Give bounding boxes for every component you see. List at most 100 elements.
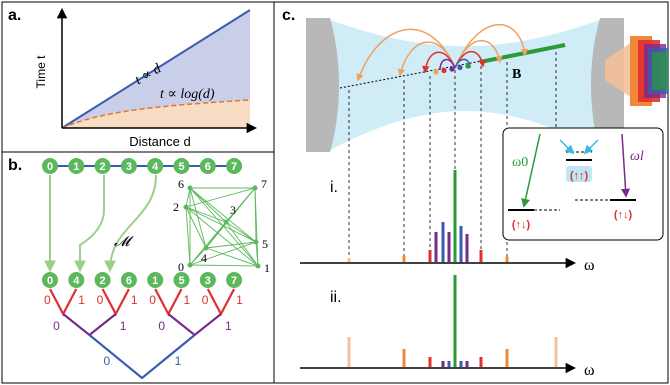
- spectral-line: [479, 250, 483, 262]
- graph-edge: [185, 187, 191, 208]
- graph-edge: [185, 206, 207, 249]
- graph-node-label: 6: [178, 177, 184, 191]
- ion: [449, 66, 455, 72]
- panel-b-label: b.: [8, 157, 22, 174]
- graph-node: [203, 245, 209, 251]
- spectral-line: [428, 357, 432, 367]
- graph-edge: [185, 206, 257, 243]
- bottom-node-label: 3: [205, 275, 211, 287]
- tree-edge-level1: [49, 288, 78, 317]
- spectral-line: [465, 234, 469, 262]
- omega0-arrow: [521, 133, 541, 208]
- graph-node-label: 3: [230, 203, 236, 217]
- graph-edge: [189, 264, 259, 267]
- graph-node: [183, 204, 189, 210]
- top-node-label: 7: [231, 161, 237, 173]
- bottom-node: [68, 272, 85, 288]
- panel-c-label: c.: [282, 7, 295, 24]
- tree-label-level2: 0: [53, 319, 60, 333]
- graph-node: [223, 219, 229, 225]
- ion: [433, 69, 439, 75]
- top-node-label: 4: [152, 161, 159, 173]
- bottom-node: [226, 272, 243, 288]
- top-node: [42, 158, 58, 174]
- top-node: [68, 158, 85, 174]
- graph-node-label: 0: [178, 260, 184, 274]
- bottom-node-label: 4: [73, 275, 80, 287]
- bottom-node: [42, 272, 58, 288]
- mapping-label: 𝓜: [114, 235, 134, 250]
- top-node: [173, 158, 190, 174]
- spectral-line: [447, 232, 451, 262]
- spectrum-ii-label: ii.: [330, 289, 342, 306]
- panel-c: c. B: [282, 7, 668, 379]
- spectral-line: [459, 226, 463, 262]
- right-mirror: [591, 18, 624, 152]
- graph-node: [252, 185, 258, 191]
- graph-edge: [225, 221, 257, 243]
- tree-label-level1: 1: [236, 293, 243, 307]
- bottom-node-label: 2: [100, 275, 106, 287]
- top-node: [199, 158, 216, 174]
- tree-label-level1: 0: [97, 293, 104, 307]
- graph-edge: [189, 187, 227, 223]
- graph-edge: [185, 206, 191, 266]
- graph-node-label: 7: [261, 177, 267, 191]
- linear-curve: [61, 9, 251, 129]
- bottom-node-row: 0 4 2 6 1 5 3 7: [42, 272, 243, 288]
- tree-edge-level1: [101, 288, 130, 317]
- distance-axis-label: Distance d: [129, 134, 190, 149]
- spectrum-i-omega: ω: [584, 257, 595, 274]
- spectral-line: [402, 256, 406, 262]
- bottom-node-label: 1: [152, 275, 158, 287]
- tree-edge-level2: [62, 313, 117, 337]
- tree-label-level1: 0: [202, 293, 209, 307]
- map-arrow-2: [74, 175, 105, 273]
- graph-edge: [189, 187, 259, 267]
- ion: [465, 63, 471, 69]
- laser-beams: [605, 36, 668, 106]
- drive-arrow-left: [559, 139, 575, 155]
- spectral-line: [428, 250, 432, 262]
- panel-a: a. Time t Distance d t ∝ d t ∝ log(d): [8, 7, 258, 149]
- tree-label-level1: 1: [78, 293, 85, 307]
- top-node-label: 2: [100, 161, 106, 173]
- graph-node-label: 1: [264, 261, 270, 275]
- tree-label-level2: 1: [225, 319, 232, 333]
- tree-label-level2: 0: [158, 319, 165, 333]
- spectral-line: [505, 257, 509, 262]
- state-top-bg: [566, 166, 592, 182]
- graph-node: [187, 262, 193, 268]
- tree-label-level2: 1: [120, 319, 127, 333]
- graph-edge: [189, 187, 257, 243]
- spectral-line: [453, 170, 457, 262]
- top-node-label: 5: [178, 161, 184, 173]
- drive-arrow-right: [583, 139, 599, 155]
- omegal-arrow: [621, 133, 631, 198]
- graph-edge: [205, 247, 259, 267]
- bottom-node-label: 0: [47, 275, 53, 287]
- spectral-line: [465, 361, 469, 367]
- spectral-line: [347, 258, 351, 262]
- panel-b-frame: [1, 151, 275, 384]
- spectral-line: [402, 349, 406, 367]
- top-node: [226, 158, 243, 174]
- top-node: [94, 158, 111, 174]
- bottom-node-label: 5: [178, 275, 184, 287]
- omegal-label: ωl: [630, 149, 644, 164]
- graph-edge: [185, 187, 256, 208]
- spectral-line: [479, 357, 483, 367]
- tree-label-level3: 0: [103, 354, 110, 368]
- spectrum-i-label: i.: [330, 179, 338, 196]
- tree-edge-level1: [154, 288, 183, 317]
- bottom-node: [94, 272, 111, 288]
- bottom-node: [120, 272, 137, 288]
- graph-edge: [205, 241, 257, 249]
- bottom-node-label: 6: [126, 275, 132, 287]
- binary-tree: 0 1 0 1 0 1 0 10 1 0 10 1: [44, 288, 243, 380]
- projection-lines: [348, 52, 557, 262]
- top-node-label: 1: [73, 161, 79, 173]
- spectrum-i-lines: [347, 170, 509, 262]
- graph-node-label: 4: [201, 251, 207, 265]
